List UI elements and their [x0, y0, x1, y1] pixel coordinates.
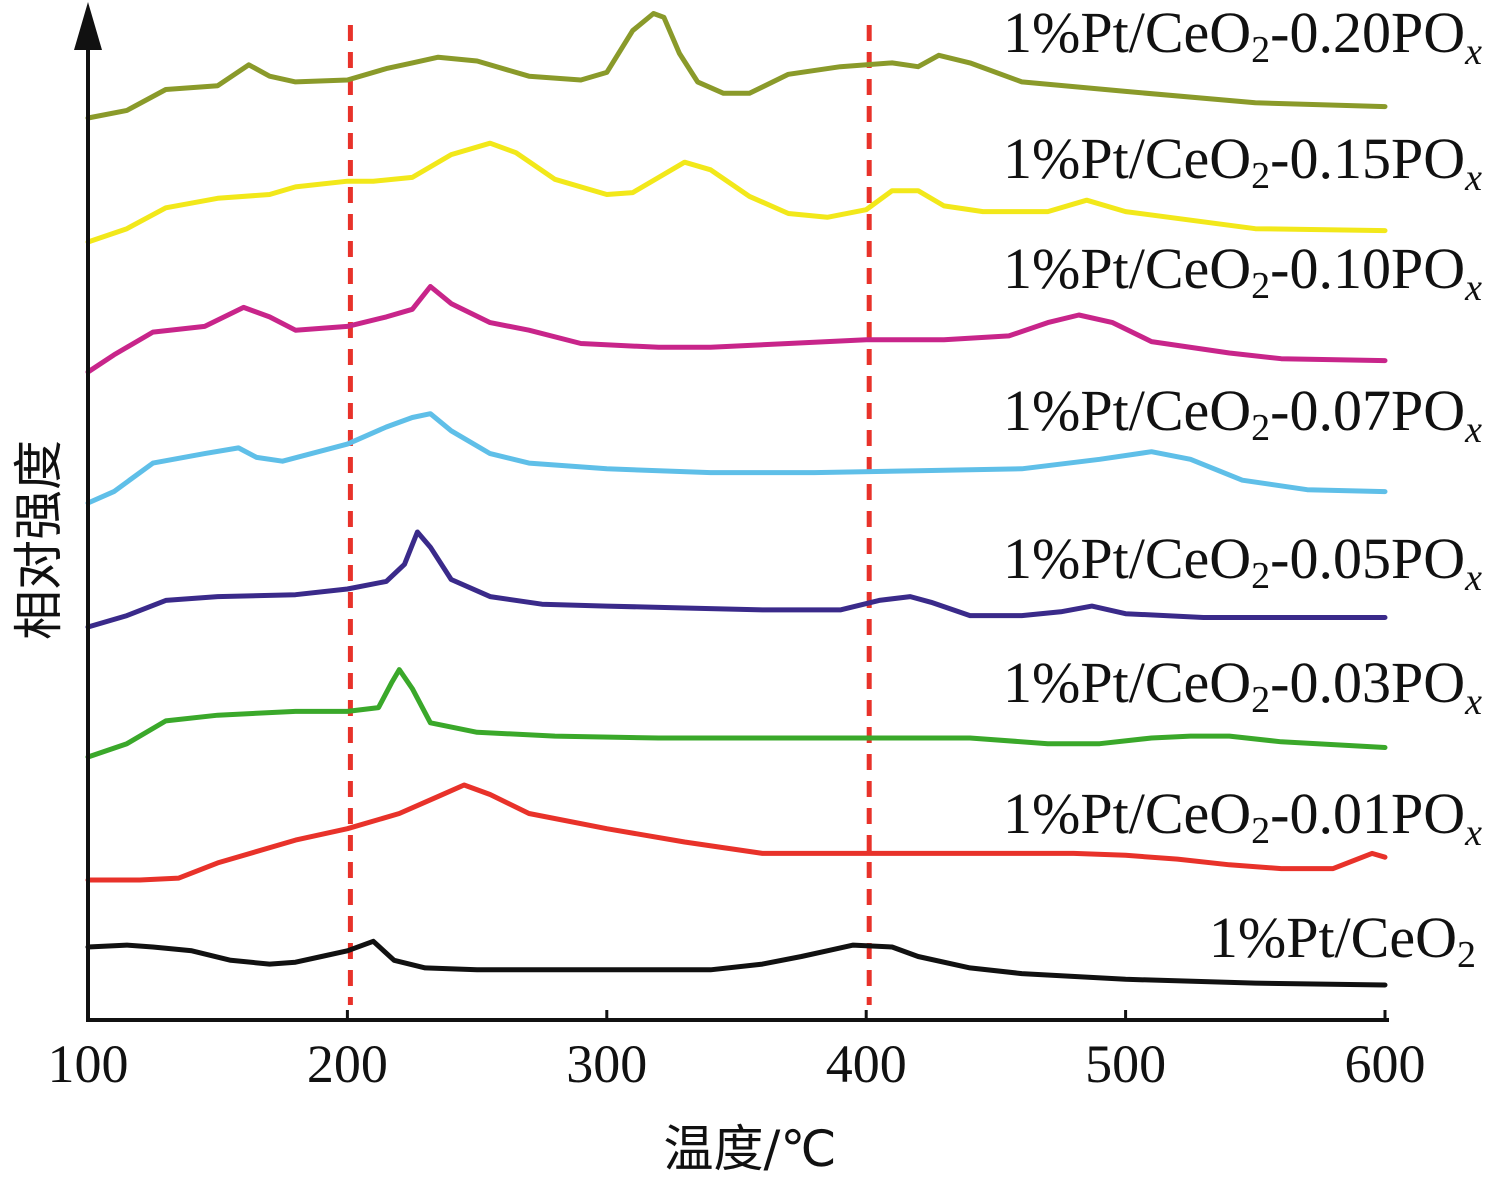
series-line-7 — [85, 782, 1388, 883]
series-line-2 — [85, 140, 1388, 245]
series-line-6 — [85, 667, 1388, 760]
x-tick-label-600: 600 — [1345, 1034, 1426, 1094]
x-tick-label-300: 300 — [566, 1034, 647, 1094]
y-axis-arrow — [74, 2, 102, 50]
series-line-4 — [85, 411, 1388, 506]
axes: 100 200 300 400 500 600 — [48, 2, 1426, 1094]
series-label-7: 1%Pt/CeO2-0.01POx — [1003, 781, 1482, 854]
series-label-2: 1%Pt/CeO2-0.15POx — [1003, 126, 1482, 199]
series-label-3: 1%Pt/CeO2-0.10POx — [1003, 236, 1482, 309]
x-axis-title: 温度/℃ — [664, 1120, 837, 1178]
series-lines — [85, 11, 1388, 988]
series-label-1: 1%Pt/CeO2-0.20POx — [1003, 0, 1482, 73]
series-label-6: 1%Pt/CeO2-0.03POx — [1003, 650, 1482, 723]
series-line-8 — [85, 938, 1388, 988]
series-line-1 — [85, 11, 1388, 121]
x-tick-label-400: 400 — [826, 1034, 907, 1094]
series-line-5 — [85, 529, 1388, 630]
series-labels: 1%Pt/CeO2-0.20POx 1%Pt/CeO2-0.15POx 1%Pt/C… — [1003, 0, 1482, 976]
x-tick-label-100: 100 — [48, 1034, 129, 1094]
x-tick-label-500: 500 — [1085, 1034, 1166, 1094]
series-line-3 — [85, 284, 1388, 375]
y-axis-title: 相对强度 — [10, 440, 68, 640]
series-label-8: 1%Pt/CeO2 — [1209, 905, 1476, 976]
series-label-5: 1%Pt/CeO2-0.05POx — [1003, 526, 1482, 599]
reference-lines — [347, 25, 872, 1005]
series-label-4: 1%Pt/CeO2-0.07POx — [1003, 378, 1482, 451]
x-tick-label-200: 200 — [307, 1034, 388, 1094]
